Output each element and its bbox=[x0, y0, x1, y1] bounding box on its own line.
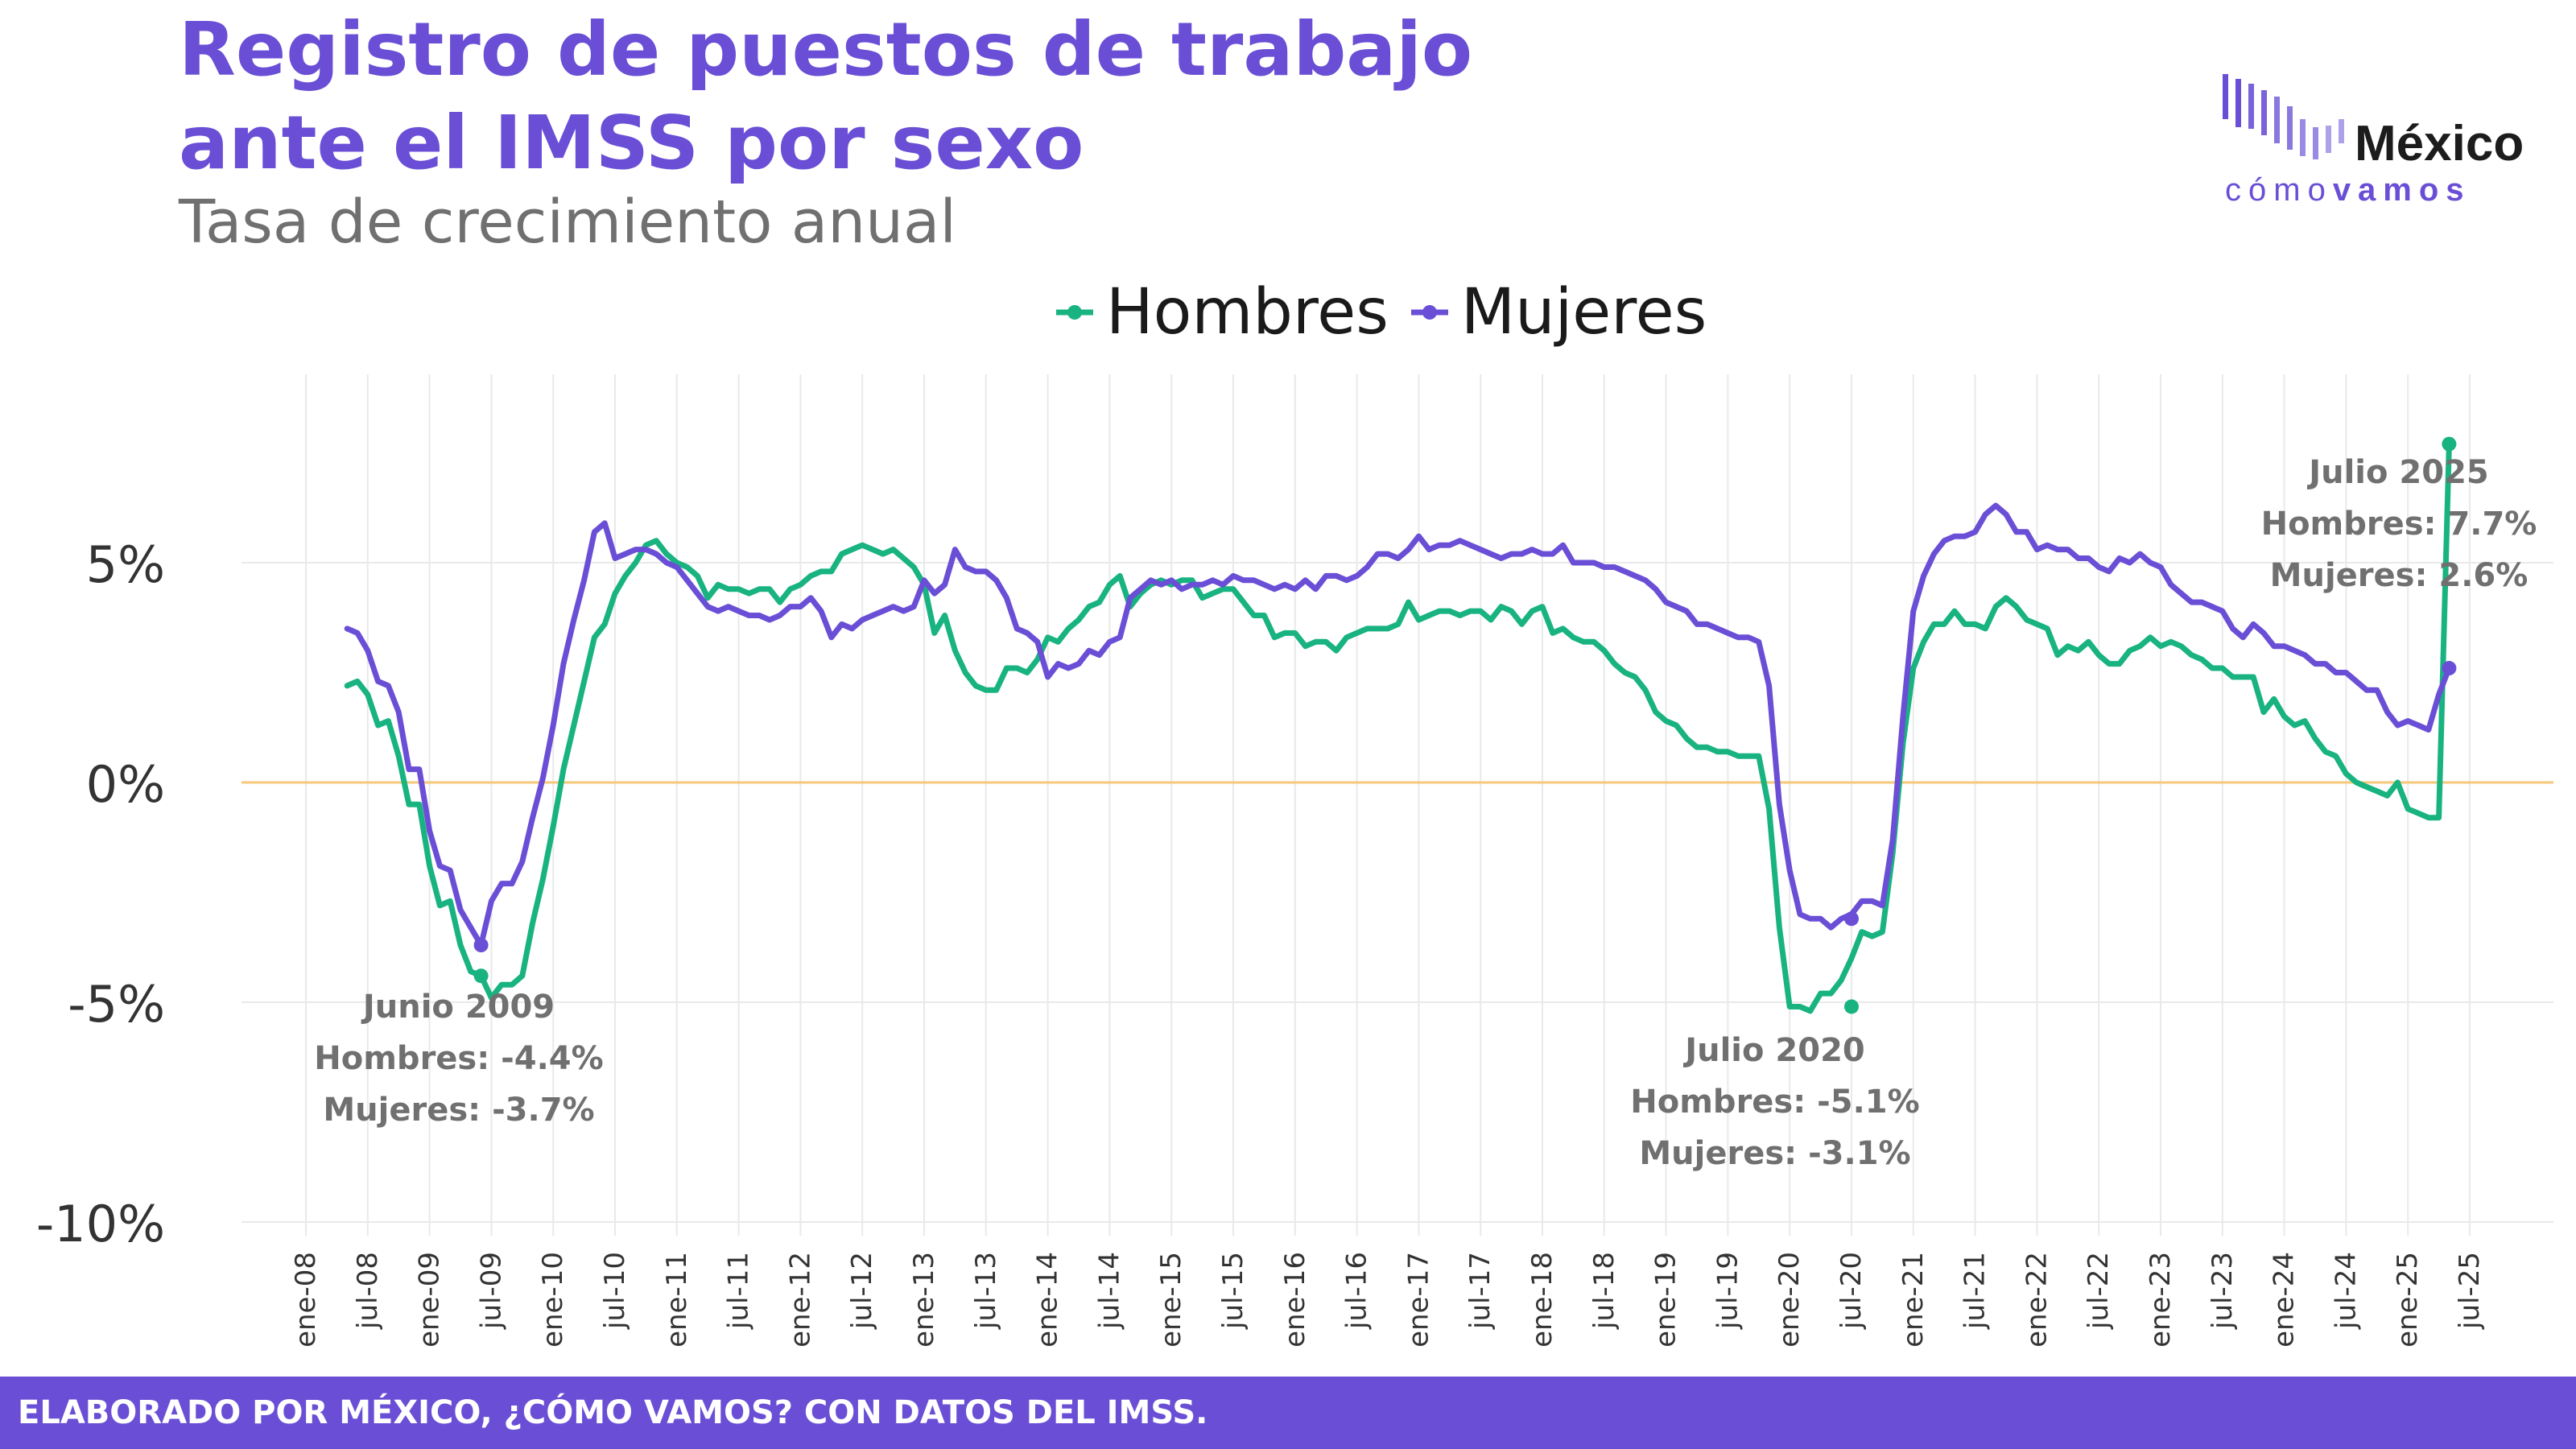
x-tick-label: ene-16 bbox=[1279, 1252, 1311, 1348]
chart-title-line-1: Registro de puestos de trabajo bbox=[179, 6, 1473, 93]
x-tick-label: jul-18 bbox=[1588, 1252, 1620, 1330]
x-tick-label: ene-22 bbox=[2021, 1252, 2053, 1348]
x-tick-label: jul-16 bbox=[1341, 1252, 1373, 1330]
footer-source: ELABORADO POR MÉXICO, ¿CÓMO VAMOS? CON D… bbox=[0, 1377, 2576, 1449]
annotation-text: Junio 2009 bbox=[361, 989, 555, 1026]
y-tick-label: 0% bbox=[86, 755, 165, 814]
chart-legend: Hombres Mujeres bbox=[1055, 272, 1707, 353]
annotation-text: Julio 2020 bbox=[1682, 1032, 1865, 1069]
x-tick-label: jul-19 bbox=[1711, 1252, 1744, 1330]
series-line-mujeres bbox=[344, 502, 2452, 948]
annotation-text: Hombres: -4.4% bbox=[314, 1040, 603, 1077]
x-tick-label: jul-14 bbox=[1093, 1252, 1125, 1330]
series-line-hombres bbox=[344, 441, 2452, 1014]
legend-item-hombres: Hombres bbox=[1055, 276, 1389, 349]
x-tick-label: ene-17 bbox=[1402, 1252, 1435, 1348]
highlight-point-mujeres bbox=[473, 938, 489, 953]
x-tick-label: jul-25 bbox=[2454, 1252, 2486, 1330]
annotation-text: Julio 2025 bbox=[2306, 454, 2489, 491]
x-tick-label: ene-25 bbox=[2392, 1252, 2424, 1348]
annotation-text: Mujeres: -3.1% bbox=[1639, 1135, 1910, 1172]
annotation-text: Mujeres: -3.7% bbox=[323, 1092, 594, 1129]
y-tick-label: 5% bbox=[86, 535, 165, 594]
x-tick-label: ene-09 bbox=[414, 1252, 446, 1348]
x-tick-label: jul-09 bbox=[475, 1252, 507, 1330]
highlight-point-mujeres bbox=[1844, 911, 1859, 927]
x-tick-label: ene-23 bbox=[2145, 1252, 2177, 1348]
x-tick-label: jul-10 bbox=[599, 1252, 631, 1330]
annotation-text: Hombres: -5.1% bbox=[1630, 1084, 1919, 1121]
x-tick-label: jul-13 bbox=[970, 1252, 1002, 1330]
y-tick-label: -5% bbox=[68, 975, 165, 1034]
x-tick-label: ene-13 bbox=[908, 1252, 940, 1348]
legend-key-mujeres bbox=[1410, 305, 1448, 320]
highlight-point-mujeres bbox=[2442, 661, 2457, 676]
annotation-text: Mujeres: 2.6% bbox=[2270, 557, 2529, 594]
x-tick-label: jul-08 bbox=[352, 1252, 384, 1330]
highlight-point-hombres bbox=[2442, 436, 2457, 452]
legend-item-mujeres: Mujeres bbox=[1410, 276, 1707, 349]
x-tick-label: ene-14 bbox=[1032, 1252, 1064, 1348]
x-tick-label: ene-18 bbox=[1526, 1252, 1558, 1348]
chart-subtitle: Tasa de crecimiento anual bbox=[179, 188, 956, 257]
mexico-como-vamos-logo: México cómovamos bbox=[2214, 71, 2536, 216]
x-tick-label: ene-21 bbox=[1897, 1252, 1930, 1348]
x-tick-label: jul-23 bbox=[2207, 1252, 2239, 1330]
x-tick-label: jul-17 bbox=[1464, 1252, 1496, 1330]
highlight-point-hombres bbox=[1844, 999, 1859, 1014]
highlight-point-hombres bbox=[473, 968, 489, 984]
chart-title-line-2: ante el IMSS por sexo bbox=[179, 100, 1084, 186]
legend-label-mujeres: Mujeres bbox=[1460, 276, 1707, 349]
x-tick-label: jul-24 bbox=[2330, 1252, 2362, 1330]
logo-bars-icon bbox=[2223, 74, 2344, 159]
logo-tagline-light: cómo bbox=[2225, 172, 2333, 208]
x-tick-label: ene-11 bbox=[661, 1252, 693, 1348]
x-tick-label: ene-20 bbox=[1773, 1252, 1806, 1348]
y-tick-label: -10% bbox=[36, 1195, 165, 1253]
x-tick-label: ene-15 bbox=[1155, 1252, 1187, 1348]
x-tick-label: jul-20 bbox=[1835, 1252, 1868, 1330]
x-tick-label: ene-12 bbox=[784, 1252, 816, 1348]
annotation-text: Hombres: 7.7% bbox=[2261, 506, 2537, 543]
x-tick-label: ene-24 bbox=[2268, 1252, 2301, 1348]
x-tick-label: ene-08 bbox=[290, 1252, 322, 1348]
line-chart: ene-08 jul-08 ene-09 jul-09 ene-10 jul-10 ene-… bbox=[36, 374, 2553, 1348]
legend-key-hombres bbox=[1056, 305, 1093, 320]
x-tick-label: ene-19 bbox=[1650, 1252, 1682, 1348]
chart-title: Registro de puestos de trabajo ante el I… bbox=[179, 3, 1472, 190]
x-tick-label: ene-10 bbox=[537, 1252, 569, 1348]
x-tick-label: jul-21 bbox=[1959, 1252, 1992, 1330]
x-tick-label: jul-22 bbox=[2083, 1252, 2115, 1330]
x-tick-label: jul-15 bbox=[1217, 1252, 1249, 1330]
legend-label-hombres: Hombres bbox=[1106, 276, 1389, 349]
x-tick-label: jul-12 bbox=[846, 1252, 878, 1330]
x-tick-label: jul-11 bbox=[723, 1252, 755, 1330]
logo-tagline-bold: vamos bbox=[2332, 172, 2471, 208]
logo-tagline: cómovamos bbox=[2225, 172, 2471, 208]
logo-word: México bbox=[2355, 116, 2524, 171]
